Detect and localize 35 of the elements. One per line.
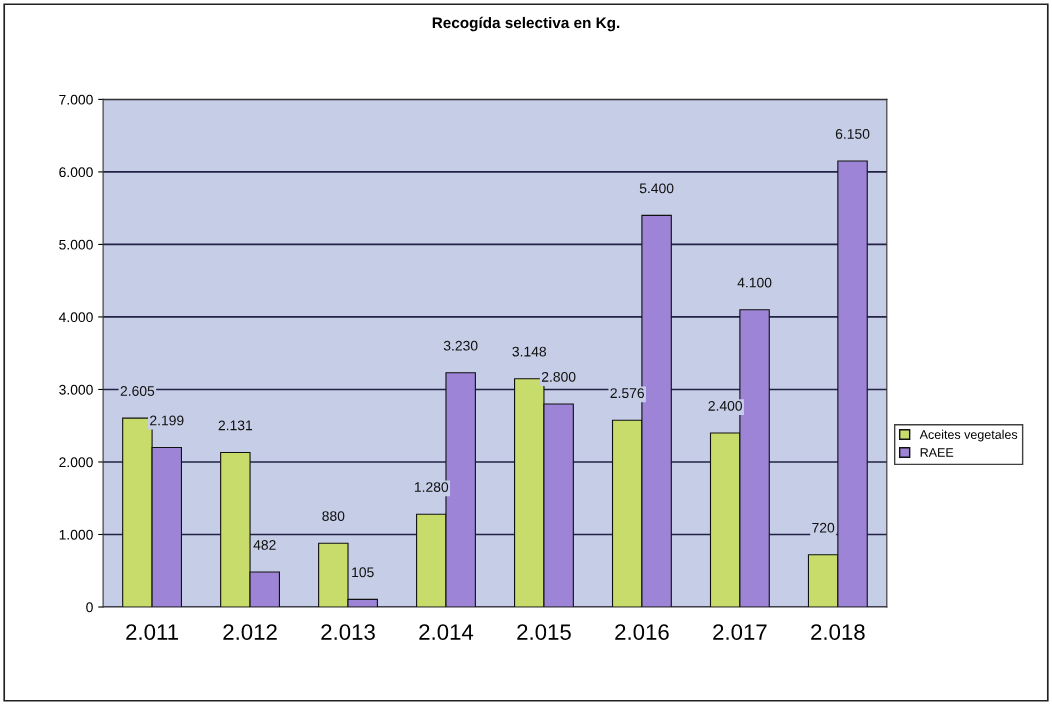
y-tick-label: 3.000 xyxy=(59,384,93,395)
data-label: 3.148 xyxy=(512,346,547,357)
data-label: 1.280 xyxy=(414,482,449,492)
x-tick-label: 2.012 xyxy=(223,624,277,640)
y-tick-label: 4.000 xyxy=(58,312,93,323)
data-label: 2.605 xyxy=(120,386,155,396)
x-tick-label: 2.017 xyxy=(713,624,767,640)
x-tick-label: 2.015 xyxy=(517,624,571,640)
data-label: 482 xyxy=(253,540,276,550)
data-label: 880 xyxy=(322,511,345,521)
y-tick-label: 1.000 xyxy=(59,529,93,540)
x-tick-label: 2.014 xyxy=(419,624,474,640)
data-label: 5.400 xyxy=(639,183,674,194)
data-label: 720 xyxy=(812,522,835,533)
y-tick-label: 6.000 xyxy=(59,167,93,178)
data-label: 4.100 xyxy=(737,277,772,288)
x-tick-label: 2.011 xyxy=(126,624,178,640)
data-label: 105 xyxy=(352,567,374,578)
data-label: 6.150 xyxy=(835,129,870,139)
x-tick-label: 2.018 xyxy=(811,624,865,640)
x-tick-label: 2.013 xyxy=(321,624,375,640)
y-tick-label: 0 xyxy=(86,602,93,613)
data-label: 2.199 xyxy=(150,415,184,426)
y-tick-label: 2.000 xyxy=(59,457,93,468)
chart-title: Recogída selectiva en Kg. xyxy=(432,16,620,32)
data-label: 2.576 xyxy=(610,388,644,399)
y-tick-label: 7.000 xyxy=(59,94,93,105)
x-tick-label: 2.016 xyxy=(615,624,669,640)
y-tick-label: 5.000 xyxy=(59,239,93,250)
data-label: 3.230 xyxy=(443,340,478,351)
data-label: 2.400 xyxy=(708,400,743,411)
legend-label: RAEE xyxy=(920,448,954,457)
data-label: 2.800 xyxy=(541,371,576,382)
legend-label: Aceites vegetales xyxy=(919,429,1018,442)
data-label: 2.131 xyxy=(218,420,253,431)
